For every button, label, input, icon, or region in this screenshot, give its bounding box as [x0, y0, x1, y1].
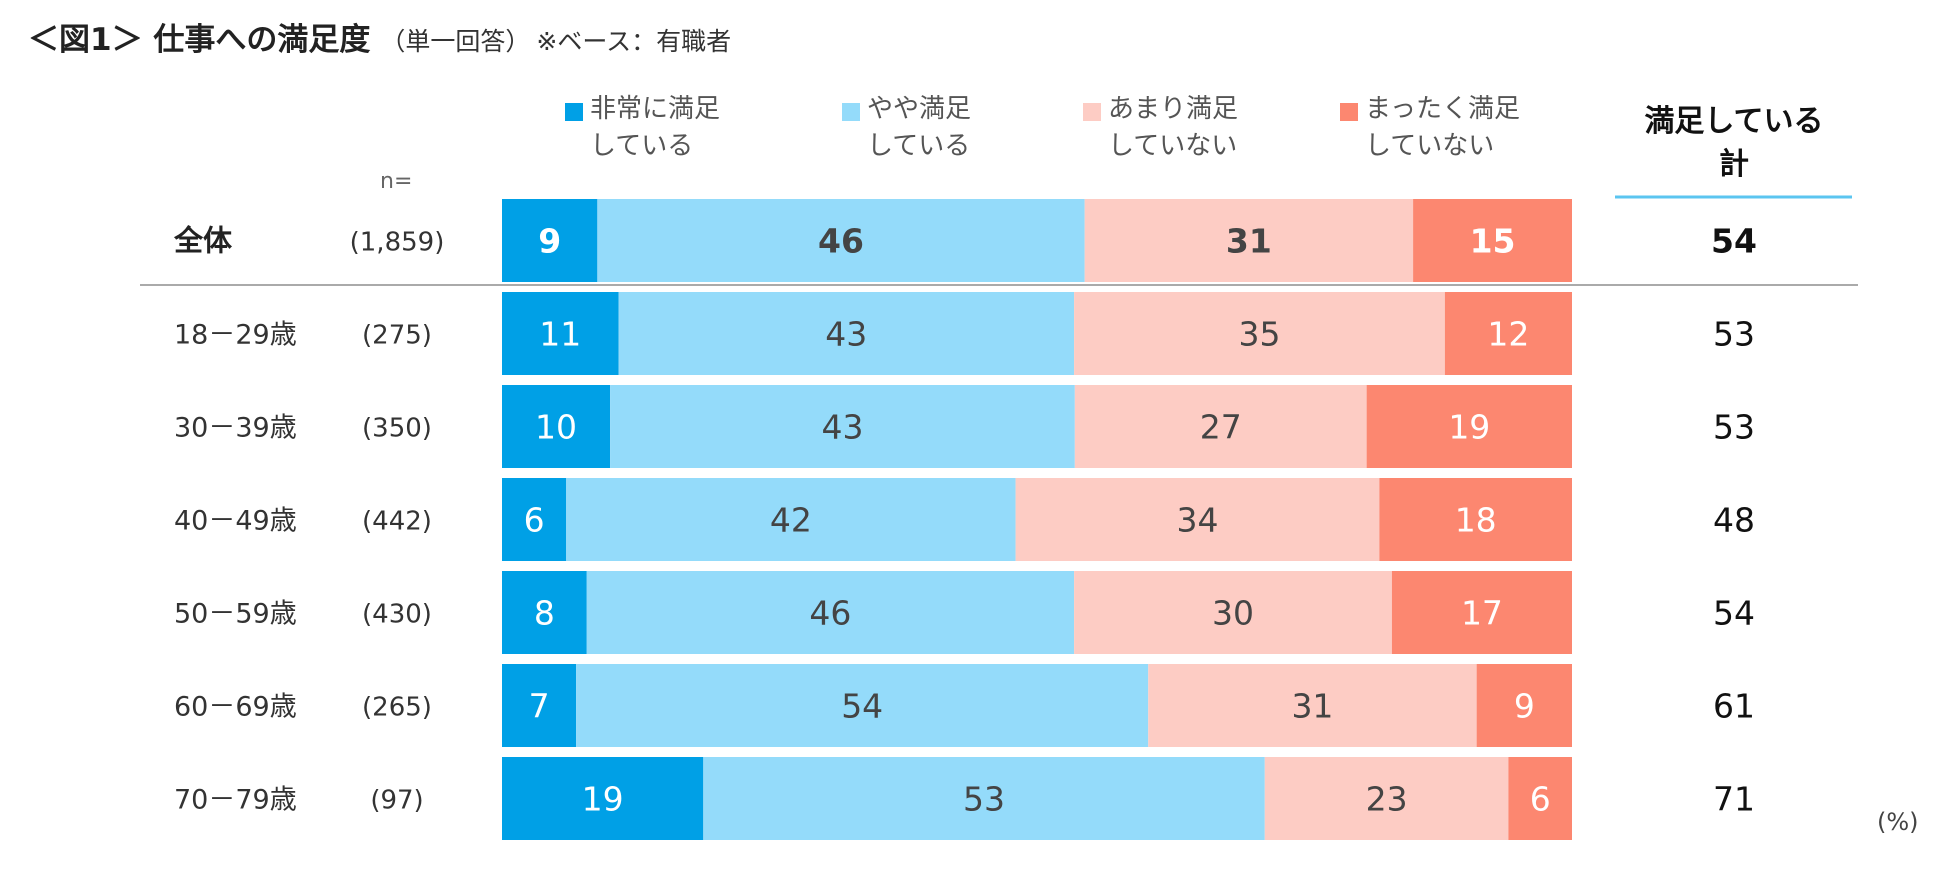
bar-label-40-49-very_satisfied: 6: [524, 501, 545, 540]
chart-title-main: ＜図1＞ 仕事への満足度: [28, 22, 371, 58]
n-label-60-69: (265): [362, 693, 432, 723]
bar-label-70-79-somewhat_unsatisfied: 23: [1366, 780, 1408, 819]
legend-label-not_satisfied-line2: していない: [1365, 131, 1494, 161]
bar-18-29-not_satisfied: [1444, 292, 1572, 375]
bar-label-60-69-very_satisfied: 7: [529, 687, 550, 726]
bar-all-not_satisfied: [1413, 199, 1572, 282]
bar-label-70-79-very_satisfied: 19: [582, 780, 624, 819]
sum-header-line2: 計: [1719, 147, 1749, 182]
row-label-all: 全体: [173, 224, 233, 258]
bar-label-all-somewhat_satisfied: 46: [818, 222, 864, 261]
row-label-40-49: 40－49歳: [174, 506, 297, 537]
bar-70-79-not_satisfied: [1508, 757, 1572, 840]
bar-40-49-somewhat_unsatisfied: [1015, 478, 1380, 561]
chart-title-base: ※ベース：有職者: [536, 27, 732, 56]
bar-label-70-79-somewhat_satisfied: 53: [963, 780, 1005, 819]
legend-swatch-somewhat_satisfied: [842, 103, 860, 121]
legend-label-somewhat_satisfied-line1: やや満足: [867, 94, 971, 124]
bar-label-40-49-not_satisfied: 18: [1455, 501, 1497, 540]
bar-label-30-39-somewhat_unsatisfied: 27: [1200, 408, 1242, 447]
n-label-all: (1,859): [350, 228, 445, 258]
chart-title: ＜図1＞ 仕事への満足度 （単一回答） ※ベース：有職者: [28, 14, 731, 64]
row-label-50-59: 50－59歳: [174, 599, 297, 630]
bar-label-18-29-very_satisfied: 11: [539, 315, 581, 354]
bar-60-69-not_satisfied: [1476, 664, 1572, 747]
bar-18-29-very_satisfied: [502, 292, 619, 375]
bar-label-30-39-not_satisfied: 19: [1448, 408, 1490, 447]
n-label-50-59: (430): [362, 600, 432, 630]
sum-value-60-69: 61: [1713, 687, 1755, 726]
bar-label-70-79-not_satisfied: 6: [1530, 780, 1551, 819]
bar-70-79-somewhat_satisfied: [703, 757, 1265, 840]
bar-30-39-somewhat_satisfied: [610, 385, 1075, 468]
bar-label-60-69-somewhat_satisfied: 54: [841, 687, 883, 726]
sum-header-line1: 満足している: [1644, 104, 1823, 139]
row-label-30-39: 30－39歳: [174, 413, 297, 444]
sum-value-18-29: 53: [1713, 315, 1755, 354]
bar-label-18-29-not_satisfied: 12: [1487, 315, 1529, 354]
bar-18-29-somewhat_unsatisfied: [1074, 292, 1445, 375]
bar-60-69-very_satisfied: [502, 664, 577, 747]
bar-50-59-somewhat_satisfied: [586, 571, 1075, 654]
bar-30-39-not_satisfied: [1366, 385, 1572, 468]
bar-30-39-very_satisfied: [502, 385, 611, 468]
bar-label-18-29-somewhat_satisfied: 43: [825, 315, 867, 354]
legend-label-not_satisfied-line1: まったく満足: [1365, 94, 1520, 124]
n-label-18-29: (275): [362, 321, 432, 351]
bar-50-59-not_satisfied: [1391, 571, 1572, 654]
unit-label: (%): [1877, 808, 1919, 836]
bar-label-40-49-somewhat_unsatisfied: 34: [1177, 501, 1219, 540]
sum-value-30-39: 53: [1713, 408, 1755, 447]
row-label-18-29: 18－29歳: [174, 320, 297, 351]
bar-label-all-somewhat_unsatisfied: 31: [1226, 222, 1272, 261]
bar-label-all-very_satisfied: 9: [538, 222, 561, 261]
bar-label-60-69-not_satisfied: 9: [1514, 687, 1535, 726]
legend-swatch-somewhat_unsatisfied: [1083, 103, 1101, 121]
bar-40-49-not_satisfied: [1379, 478, 1572, 561]
bar-40-49-very_satisfied: [502, 478, 567, 561]
bar-50-59-very_satisfied: [502, 571, 587, 654]
bar-label-40-49-somewhat_satisfied: 42: [770, 501, 812, 540]
bar-label-50-59-somewhat_unsatisfied: 30: [1212, 594, 1254, 633]
bar-all-somewhat_unsatisfied: [1084, 199, 1414, 282]
sum-value-50-59: 54: [1713, 594, 1755, 633]
bar-label-all-not_satisfied: 15: [1470, 222, 1516, 261]
legend-label-somewhat_unsatisfied-line2: していない: [1108, 131, 1237, 161]
bar-18-29-somewhat_satisfied: [618, 292, 1075, 375]
bar-label-30-39-somewhat_satisfied: 43: [821, 408, 863, 447]
legend-label-very_satisfied-line1: 非常に満足: [590, 94, 720, 124]
bar-all-somewhat_satisfied: [597, 199, 1085, 282]
bar-70-79-very_satisfied: [502, 757, 704, 840]
row-label-60-69: 60－69歳: [174, 692, 297, 723]
sum-value-40-49: 48: [1713, 501, 1755, 540]
bar-label-60-69-somewhat_unsatisfied: 31: [1291, 687, 1333, 726]
bar-all-very_satisfied: [502, 199, 598, 282]
bar-label-50-59-somewhat_satisfied: 46: [809, 594, 851, 633]
bar-50-59-somewhat_unsatisfied: [1074, 571, 1392, 654]
bar-30-39-somewhat_unsatisfied: [1074, 385, 1367, 468]
bar-60-69-somewhat_unsatisfied: [1148, 664, 1477, 747]
row-label-70-79: 70－79歳: [174, 785, 297, 816]
chart-title-sub: （単一回答）: [380, 27, 531, 56]
n-label-40-49: (442): [362, 507, 432, 537]
bar-label-50-59-not_satisfied: 17: [1461, 594, 1503, 633]
bar-label-18-29-somewhat_unsatisfied: 35: [1238, 315, 1280, 354]
legend-label-somewhat_satisfied-line2: している: [867, 131, 970, 161]
bar-label-50-59-very_satisfied: 8: [534, 594, 555, 633]
bar-60-69-somewhat_satisfied: [576, 664, 1149, 747]
legend-swatch-not_satisfied: [1340, 103, 1358, 121]
legend-swatch-very_satisfied: [565, 103, 583, 121]
n-label-30-39: (350): [362, 414, 432, 444]
n-header: n=: [380, 169, 412, 194]
sum-value-all: 54: [1711, 222, 1757, 261]
legend-label-very_satisfied-line2: している: [590, 131, 693, 161]
bar-label-30-39-very_satisfied: 10: [535, 408, 577, 447]
bar-40-49-somewhat_satisfied: [566, 478, 1016, 561]
sum-value-70-79: 71: [1713, 780, 1755, 819]
bar-70-79-somewhat_unsatisfied: [1264, 757, 1509, 840]
legend-label-somewhat_unsatisfied-line1: あまり満足: [1108, 94, 1238, 124]
n-label-70-79: (97): [370, 786, 423, 816]
